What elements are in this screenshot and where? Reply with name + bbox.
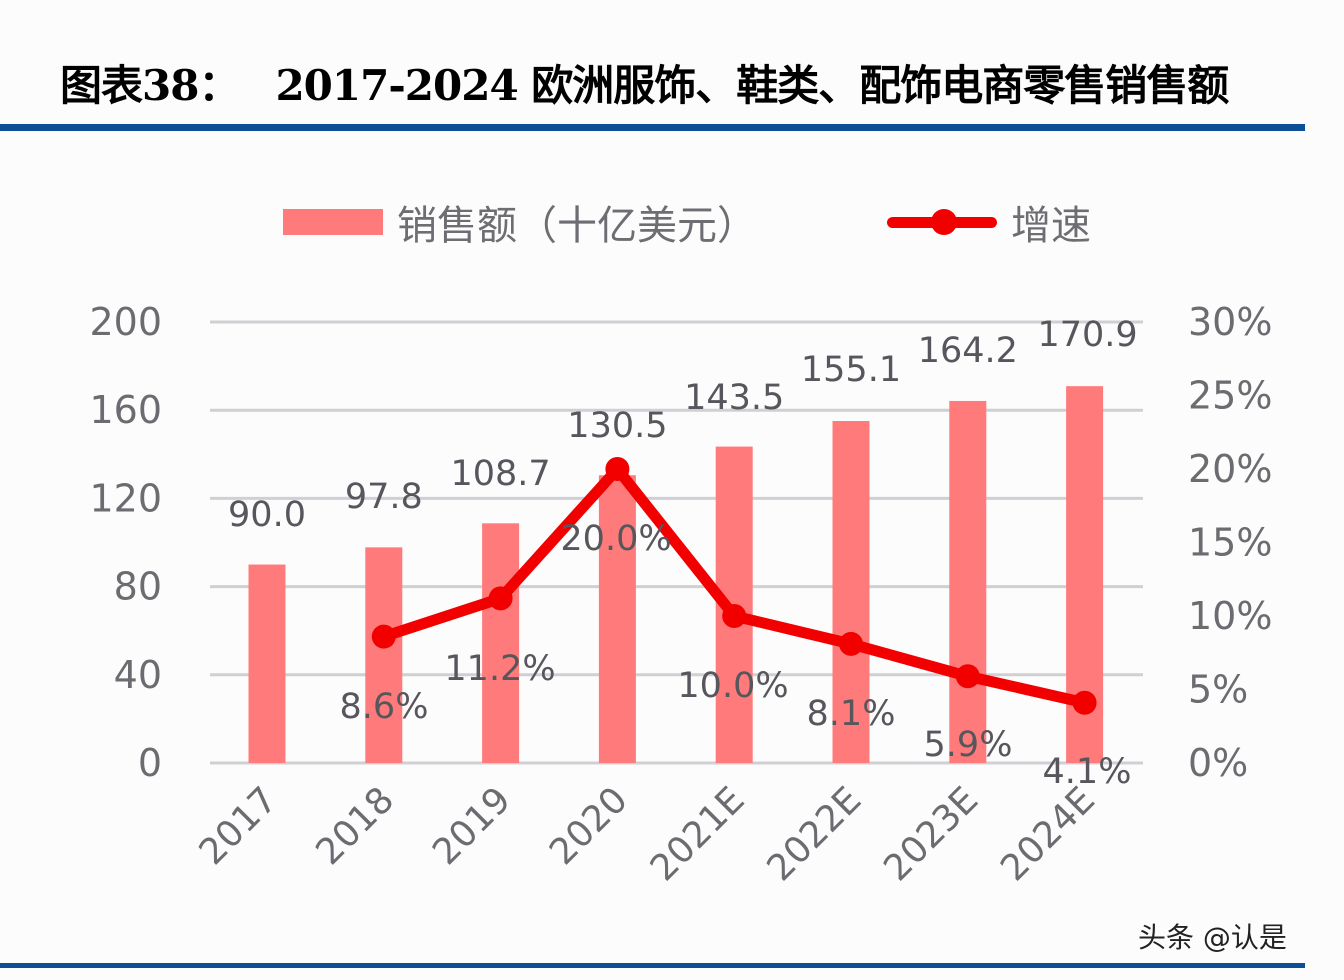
bar-value-label: 97.8 — [345, 477, 423, 517]
right-tick-label: 20% — [1188, 447, 1272, 491]
growth-point-marker — [605, 457, 630, 481]
growth-point-marker — [488, 586, 513, 611]
growth-point-marker — [955, 664, 980, 689]
growth-point-marker — [371, 624, 396, 649]
bar-value-label: 130.5 — [567, 406, 667, 446]
bar-value-label: 108.7 — [450, 454, 550, 494]
watermark: 头条 @认是 — [1138, 921, 1287, 954]
x-axis-label: 2024E — [993, 779, 1103, 889]
right-tick-label: 15% — [1188, 521, 1272, 565]
right-tick-label: 10% — [1188, 594, 1272, 638]
title-divider — [0, 124, 1305, 131]
growth-line — [371, 457, 1097, 715]
x-axis-label: 2022E — [759, 779, 869, 889]
sales-bar — [482, 523, 520, 763]
growth-value-label: 8.1% — [807, 694, 896, 734]
right-tick-label: 0% — [1188, 741, 1248, 785]
sales-bar — [248, 564, 286, 763]
chart-title-text: 2017-2024 欧洲服饰、鞋类、配饰电商零售销售额 — [275, 61, 1229, 110]
growth-value-labels: 8.6% 11.2% 20.0% 10.0% 8.1% 5.9% 4.1% — [340, 519, 1132, 792]
x-axis-label: 2023E — [876, 779, 986, 889]
growth-value-label: 4.1% — [1043, 752, 1132, 792]
x-axis-label: 2017 — [192, 779, 286, 873]
right-axis-ticks: 0% 5% 10% 15% 20% 25% 30% — [1188, 300, 1272, 785]
left-tick-label: 0 — [138, 741, 162, 785]
bar-value-label: 155.1 — [801, 350, 901, 390]
gridlines — [210, 320, 1143, 765]
growth-value-label: 5.9% — [924, 725, 1013, 765]
growth-point-marker — [839, 631, 863, 656]
legend-label-growth: 增速 — [1011, 203, 1091, 249]
sales-bar — [832, 421, 870, 763]
growth-value-label: 8.6% — [340, 687, 429, 727]
x-axis-label: 2018 — [308, 779, 402, 873]
left-tick-label: 160 — [89, 388, 162, 432]
right-tick-label: 5% — [1188, 668, 1248, 712]
bar-value-labels: 90.0 97.8 108.7 130.5 143.5 155.1 164.2 170.9 — [228, 315, 1138, 535]
growth-point-marker — [1072, 690, 1097, 715]
right-tick-label: 25% — [1188, 374, 1272, 418]
legend-label-sales: 销售额（十亿美元） — [397, 203, 757, 249]
bar-value-label: 164.2 — [918, 331, 1018, 371]
chart-title-prefix: 图表38： — [60, 61, 240, 110]
chart-title: 图表38： 2017-2024 欧洲服饰、鞋类、配饰电商零售销售额 — [60, 52, 1229, 113]
left-axis-ticks: 0 40 80 120 160 200 — [89, 300, 162, 785]
sales-bar — [949, 400, 987, 763]
sales-bar — [598, 475, 636, 763]
bar-value-label: 90.0 — [228, 495, 306, 535]
line-marker-swatch-icon — [887, 207, 997, 237]
left-tick-label: 200 — [89, 300, 162, 344]
bar-swatch-icon — [283, 209, 383, 235]
sales-bars — [248, 386, 1104, 763]
growth-value-label: 11.2% — [444, 649, 555, 689]
left-tick-label: 40 — [114, 653, 162, 697]
legend-item-sales: 销售额（十亿美元） — [283, 193, 757, 251]
x-axis-label: 2019 — [425, 779, 519, 873]
left-tick-label: 120 — [89, 476, 162, 520]
footer-divider — [0, 963, 1305, 968]
growth-value-label: 20.0% — [560, 519, 671, 559]
bar-value-label: 170.9 — [1037, 315, 1137, 355]
legend-item-growth: 增速 — [887, 193, 1091, 251]
x-axis-labels: 2017 2018 2019 2020 2021E 2022E 2023E 2024E — [192, 779, 1103, 889]
sales-bar — [365, 547, 403, 763]
growth-value-label: 10.0% — [677, 666, 788, 706]
x-axis-label: 2021E — [643, 779, 753, 889]
right-tick-label: 30% — [1188, 300, 1272, 344]
left-tick-label: 80 — [114, 565, 162, 609]
x-axis-label: 2020 — [542, 779, 636, 873]
growth-point-marker — [722, 604, 747, 628]
bar-value-label: 143.5 — [684, 378, 784, 418]
